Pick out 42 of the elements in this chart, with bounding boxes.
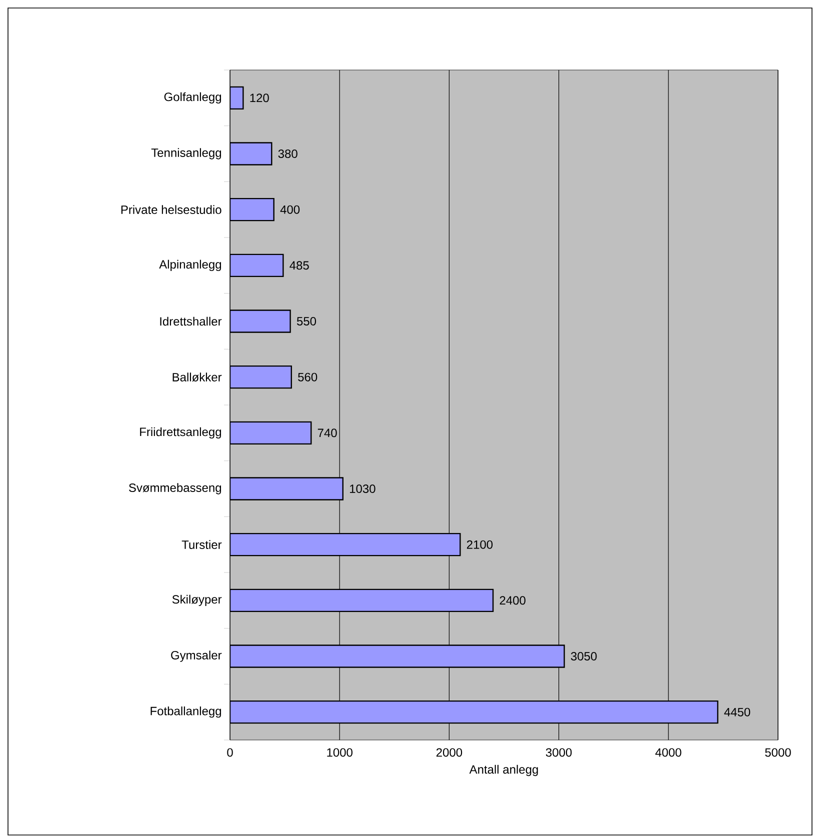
x-tick-label: 0 bbox=[227, 748, 233, 757]
bar bbox=[230, 532, 461, 556]
x-tick-label: 1000 bbox=[327, 748, 352, 757]
x-tick-label: 2000 bbox=[436, 748, 462, 757]
y-tick-label: Turstier bbox=[182, 540, 222, 549]
data-label: 740 bbox=[318, 428, 337, 438]
bar bbox=[230, 421, 312, 445]
bar bbox=[230, 700, 718, 724]
bar bbox=[230, 198, 274, 222]
bar bbox=[230, 477, 344, 500]
data-label: 380 bbox=[278, 150, 298, 158]
data-label: 485 bbox=[290, 261, 309, 270]
bar bbox=[230, 310, 291, 333]
data-label: 2400 bbox=[500, 596, 526, 605]
y-tick-label: Friidrettsanlegg bbox=[140, 427, 222, 439]
data-label: 1030 bbox=[350, 484, 376, 494]
bar bbox=[230, 254, 284, 278]
x-tick-label: 4000 bbox=[655, 748, 682, 757]
bar bbox=[230, 588, 494, 612]
data-label: 120 bbox=[250, 94, 269, 102]
data-label: 560 bbox=[298, 372, 318, 382]
bar bbox=[230, 142, 272, 166]
y-tick-label: Golfanlegg bbox=[164, 92, 222, 104]
y-tick-label: Private helsestudio bbox=[121, 205, 222, 214]
bar bbox=[230, 644, 565, 668]
y-tick-label: Gymsaler bbox=[171, 650, 222, 662]
y-tick-label: Skiløyper bbox=[172, 594, 222, 606]
data-label: 3050 bbox=[570, 652, 597, 661]
bar bbox=[230, 365, 292, 389]
x-tick-label: 3000 bbox=[546, 748, 572, 757]
y-tick-label: Balløkker bbox=[172, 372, 222, 382]
y-tick-label: Alpinanlegg bbox=[159, 260, 222, 272]
data-label: 4450 bbox=[724, 708, 750, 716]
x-tick-label: 5000 bbox=[765, 748, 791, 757]
y-tick-label: Tennisanlegg bbox=[151, 148, 222, 160]
y-tick-label: Fotballanlegg bbox=[150, 706, 222, 718]
data-label: 2100 bbox=[466, 540, 493, 549]
data-label: 550 bbox=[296, 317, 316, 326]
data-label: 400 bbox=[280, 205, 300, 214]
x-axis-title: Antall anlegg bbox=[469, 764, 538, 776]
y-tick-label: Idrettshaller bbox=[160, 316, 222, 326]
y-tick-label: Svømmebasseng bbox=[128, 483, 222, 494]
